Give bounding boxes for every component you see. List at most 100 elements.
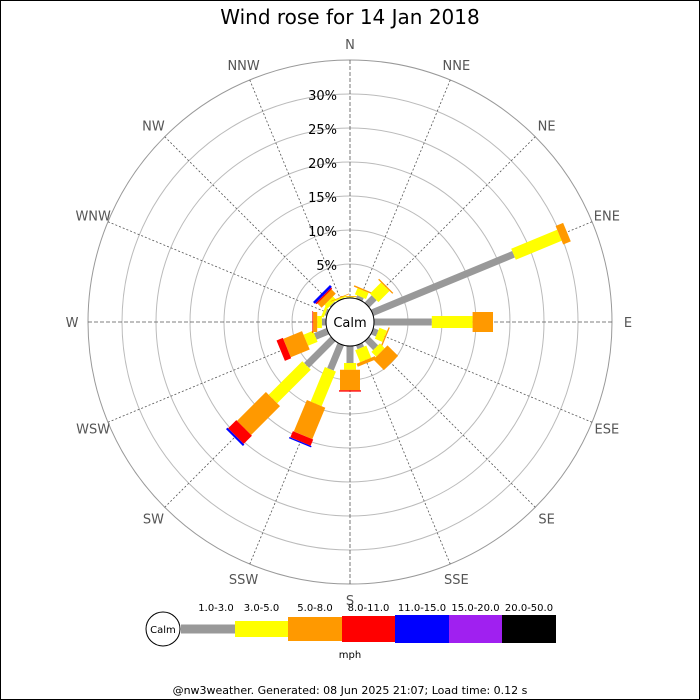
bar-S-bin-0 xyxy=(346,346,354,363)
dir-label-NE: NE xyxy=(538,119,556,134)
bar-NNE-bin-0 xyxy=(356,295,364,302)
bar-NNW-bin-2 xyxy=(330,293,350,302)
bar-NW-bin-4 xyxy=(313,285,332,304)
legend-swatch-3 xyxy=(342,616,395,642)
legend-swatch-5 xyxy=(449,615,502,643)
ring-label-15: 15% xyxy=(308,191,337,206)
legend-label-2: 5.0-8.0 xyxy=(297,603,332,614)
bar-W-bin-2 xyxy=(313,312,318,332)
bar-ENE-bin-2 xyxy=(555,222,571,245)
bar-ENE-bin-0 xyxy=(370,251,515,316)
bar-SSW-bin-2 xyxy=(293,400,326,440)
bar-NE-bin-2 xyxy=(378,278,394,294)
bar-SSE-bin-1 xyxy=(355,345,372,363)
bar-WNW-bin-0 xyxy=(324,308,330,316)
dir-label-SE: SE xyxy=(538,513,554,528)
bar-SW-bin-4 xyxy=(226,427,245,446)
dir-label-ENE: ENE xyxy=(594,210,620,225)
legend-calm-circle xyxy=(145,611,181,647)
dir-label-N: N xyxy=(345,38,355,53)
bar-SSW-bin-3 xyxy=(290,431,314,446)
bar-S-bin-1 xyxy=(344,363,356,370)
bar-W-bin-1 xyxy=(317,316,322,328)
legend-swatch-2 xyxy=(288,617,342,641)
bar-NW-bin-3 xyxy=(315,287,333,305)
bar-SW-bin-0 xyxy=(304,336,336,368)
dir-label-SW: SW xyxy=(143,513,164,528)
bar-SSW-bin-0 xyxy=(327,342,344,371)
bar-SE-bin-2 xyxy=(373,345,399,371)
legend-swatch-6 xyxy=(502,615,556,643)
bar-E-bin-2 xyxy=(472,312,493,332)
dir-label-NNW: NNW xyxy=(227,59,259,74)
bar-W-bin-3 xyxy=(312,311,314,333)
bar-ENE-bin-1 xyxy=(511,229,562,260)
ring-label-25: 25% xyxy=(308,123,337,138)
bar-E-bin-0 xyxy=(374,318,432,326)
bar-SSE-bin-2 xyxy=(356,356,377,367)
bar-SE-bin-1 xyxy=(371,343,385,357)
ring-label-20: 20% xyxy=(308,157,337,172)
legend-calm-label: Calm xyxy=(150,625,176,636)
bar-S-bin-2 xyxy=(340,369,360,391)
bar-E-bin-1 xyxy=(431,316,473,328)
bar-SE-bin-0 xyxy=(364,336,379,351)
legend-label-4: 11.0-15.0 xyxy=(398,603,446,614)
legend-label-0: 1.0-3.0 xyxy=(198,603,233,614)
bar-WSW-bin-1 xyxy=(303,330,318,346)
calm-label: Calm xyxy=(333,316,366,331)
bar-SW-bin-2 xyxy=(237,392,280,435)
ring-labels: 5% 10% 15% 20% 25% 30% xyxy=(308,89,337,274)
wind-bars xyxy=(226,222,571,448)
bar-WSW-bin-2 xyxy=(283,331,310,358)
direction-labels: N NNE NE ENE E ESE SE SSE S SSW SW WSW W WNW NW NNW xyxy=(66,38,633,609)
calm-circle: Calm xyxy=(325,297,375,347)
dir-label-WNW: WNW xyxy=(75,210,111,225)
bar-ESE-bin-2 xyxy=(380,327,390,347)
bar-SW-bin-3 xyxy=(228,420,252,444)
legend-label-1: 3.0-5.0 xyxy=(244,603,279,614)
dir-label-NNE: NNE xyxy=(443,59,471,74)
ring-label-10: 10% xyxy=(308,225,337,240)
dir-label-NW: NW xyxy=(142,119,165,134)
bar-NNE-bin-1 xyxy=(354,288,369,299)
legend-unit: mph xyxy=(339,650,361,661)
speed-legend: Calm mph 1.0-3.0 3.0-5.0 5.0-8.0 8.0-11.0 11… xyxy=(145,603,556,661)
dir-label-WSW: WSW xyxy=(76,422,110,437)
bar-NW-bin-0 xyxy=(329,301,336,308)
bar-NE-bin-1 xyxy=(369,282,390,303)
dir-label-S: S xyxy=(346,594,354,609)
dir-label-SSE: SSE xyxy=(444,573,469,588)
bar-WNW-bin-1 xyxy=(321,305,329,318)
chart-title: Wind rose for 14 Jan 2018 xyxy=(220,5,480,29)
bar-NNW-bin-1 xyxy=(334,295,347,302)
bar-S-bin-3 xyxy=(339,390,361,392)
bar-NW-bin-1 xyxy=(324,296,337,309)
dir-label-E: E xyxy=(624,316,632,331)
footer-text: @nw3weather. Generated: 08 Jun 2025 21:0… xyxy=(172,684,528,697)
legend-label-3: 8.0-11.0 xyxy=(348,603,390,614)
dir-label-SSW: SSW xyxy=(229,573,259,588)
legend-swatch-4 xyxy=(395,615,449,643)
legend-label-5: 15.0-20.0 xyxy=(451,603,499,614)
bar-W-bin-0 xyxy=(321,318,326,326)
bar-WSW-bin-0 xyxy=(313,328,330,340)
bar-SSE-bin-0 xyxy=(356,342,364,350)
ring-label-30: 30% xyxy=(308,89,337,104)
legend-label-6: 20.0-50.0 xyxy=(505,603,553,614)
legend-swatch-1 xyxy=(235,621,288,637)
bar-SSW-bin-4 xyxy=(288,437,312,448)
bar-WSW-bin-3 xyxy=(276,337,292,361)
bar-ESE-bin-1 xyxy=(374,327,387,342)
dir-label-ESE: ESE xyxy=(594,422,619,437)
bar-N-bin-1 xyxy=(344,296,356,298)
bar-SW-bin-1 xyxy=(268,361,311,404)
calm-circle-shape xyxy=(325,297,375,347)
ring-label-5: 5% xyxy=(316,259,337,274)
bar-NE-bin-0 xyxy=(364,295,377,308)
legend-swatch-0 xyxy=(181,624,235,634)
bar-NNE-bin-2 xyxy=(353,285,373,295)
bar-SSW-bin-1 xyxy=(310,367,336,407)
dir-label-W: W xyxy=(66,316,79,331)
